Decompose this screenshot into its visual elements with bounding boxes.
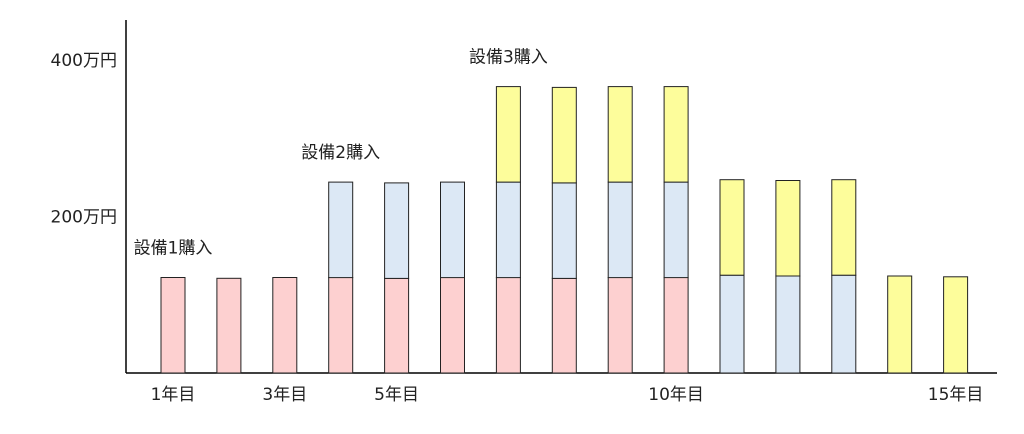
bar-segment-year5-series1: [384, 277, 410, 374]
bar-segment-year9-series2: [607, 181, 633, 279]
bar-segment-year6-series1: [440, 277, 465, 374]
bar-segment-year11-series3: [719, 179, 745, 276]
bar-segment-year8-series2: [551, 182, 577, 279]
bar-segment-year4-series1: [328, 277, 354, 374]
bar-segment-year10-series2: [663, 181, 689, 279]
purchase-annotation: 設備2購入: [301, 143, 380, 163]
bar-segment-year2-series1: [216, 277, 242, 374]
purchase-annotation: 設備1購入: [134, 239, 213, 259]
x-tick-labels: 1年目 3年目 5年目 10年目 15年目: [151, 385, 984, 405]
bar-segment-year7-series3: [495, 86, 521, 183]
y-tick-label: 400万円: [51, 51, 117, 71]
x-tick-label: 3年目: [262, 385, 307, 405]
bar-segment-year1-series1: [160, 277, 186, 374]
purchase-annotation: 設備3購入: [469, 48, 548, 68]
y-tick-label: 200万円: [51, 208, 117, 228]
bar-segment-year7-series1: [495, 277, 521, 374]
bar-segment-year11-series2: [719, 274, 745, 374]
annotations: 設備1購入 設備2購入 設備3購入: [134, 48, 548, 259]
x-tick-label: 1年目: [151, 385, 196, 405]
bar-segment-year4-series2: [328, 181, 354, 279]
bar-segment-year14-series3: [887, 275, 913, 374]
bar-segment-year9-series1: [607, 277, 633, 374]
bars-group: [160, 86, 969, 374]
bar-segment-year3-series1: [272, 277, 298, 374]
bar-segment-year10-series1: [663, 277, 689, 374]
x-tick-label: 10年目: [648, 385, 704, 405]
bar-segment-year12-series2: [775, 275, 801, 374]
bar-segment-year8-series1: [551, 277, 577, 374]
bar-segment-year6-series2: [440, 181, 465, 279]
bar-segment-year7-series2: [495, 181, 521, 279]
y-tick-labels: 200万円 400万円: [51, 51, 117, 228]
bar-segment-year9-series3: [607, 86, 633, 183]
bar-segment-year8-series3: [551, 86, 577, 184]
bar-segment-year13-series2: [831, 274, 857, 374]
bar-segment-year12-series3: [775, 180, 801, 277]
bar-segment-year15-series3: [943, 276, 969, 374]
bar-segment-year5-series2: [384, 182, 410, 279]
bar-segment-year10-series3: [663, 86, 689, 183]
x-tick-label: 15年目: [928, 385, 984, 405]
bar-segment-year13-series3: [831, 179, 857, 276]
x-tick-label: 5年目: [374, 385, 419, 405]
